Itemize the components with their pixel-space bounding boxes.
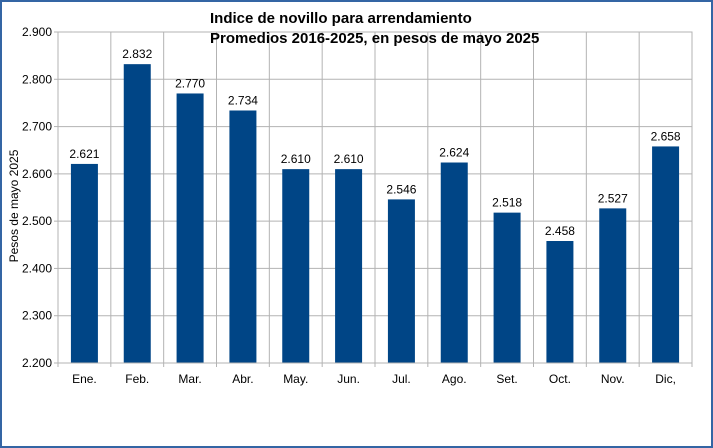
- bar-value-label: 2.546: [386, 182, 416, 196]
- x-tick-label: Ene.: [72, 372, 97, 386]
- plot-border: [57, 31, 693, 364]
- y-tick-label: 2.400: [22, 261, 52, 275]
- x-tick-label: Jun.: [337, 372, 360, 386]
- bar: [493, 212, 521, 363]
- bar-value-label: 2.734: [228, 93, 258, 107]
- bar: [70, 163, 98, 363]
- bar-value-label: 2.610: [281, 152, 311, 166]
- y-tick-label: 2.900: [22, 25, 52, 39]
- bar: [176, 93, 204, 363]
- chart-title: Indice de novillo para arrendamiento: [210, 10, 472, 27]
- bar: [123, 64, 151, 363]
- x-tick-label: Ago.: [442, 372, 467, 386]
- bar: [229, 110, 257, 363]
- y-tick-label: 2.600: [22, 167, 52, 181]
- x-tick-label: May.: [283, 372, 308, 386]
- bars: [70, 64, 680, 363]
- bar: [599, 208, 627, 363]
- bar: [387, 199, 415, 363]
- y-tick-label: 2.800: [22, 72, 52, 86]
- labels: 2.200 2.300 2.400 2.500 2.600 2.700 2.800 2.900…: [22, 25, 681, 386]
- bar-value-label: 2.770: [175, 76, 205, 90]
- bar: [335, 169, 363, 363]
- bar: [546, 241, 574, 363]
- x-tick-label: Jul.: [392, 372, 411, 386]
- bar-value-label: 2.527: [598, 191, 628, 205]
- x-tick-label: Oct.: [549, 372, 571, 386]
- bar: [652, 146, 680, 363]
- bar: [282, 169, 310, 363]
- x-tick-label: Feb.: [125, 372, 149, 386]
- y-tick-label: 2.700: [22, 120, 52, 134]
- gridlines: [57, 31, 693, 364]
- y-tick-label: 2.300: [22, 309, 52, 323]
- bar-value-label: 2.518: [492, 196, 522, 210]
- bar-value-label: 2.610: [334, 152, 364, 166]
- bar: [440, 162, 468, 363]
- x-tick-label: Nov.: [601, 372, 625, 386]
- y-axis-label: Pesos de mayo 2025: [7, 149, 21, 263]
- x-tick-label: Dic,: [655, 372, 676, 386]
- x-tick-label: Mar.: [178, 372, 201, 386]
- y-tick-label: 2.500: [22, 214, 52, 228]
- bar-value-label: 2.624: [439, 146, 469, 160]
- bar-value-label: 2.832: [122, 47, 152, 61]
- x-tick-label: Set.: [496, 372, 517, 386]
- bar-value-label: 2.658: [651, 129, 681, 143]
- x-tick-label: Abr.: [232, 372, 253, 386]
- bar-value-label: 2.621: [69, 147, 99, 161]
- chart-subtitle: Promedios 2016-2025, en pesos de mayo 20…: [210, 30, 540, 47]
- axes: [54, 31, 693, 367]
- bar-value-label: 2.458: [545, 224, 575, 238]
- y-tick-label: 2.200: [22, 356, 52, 370]
